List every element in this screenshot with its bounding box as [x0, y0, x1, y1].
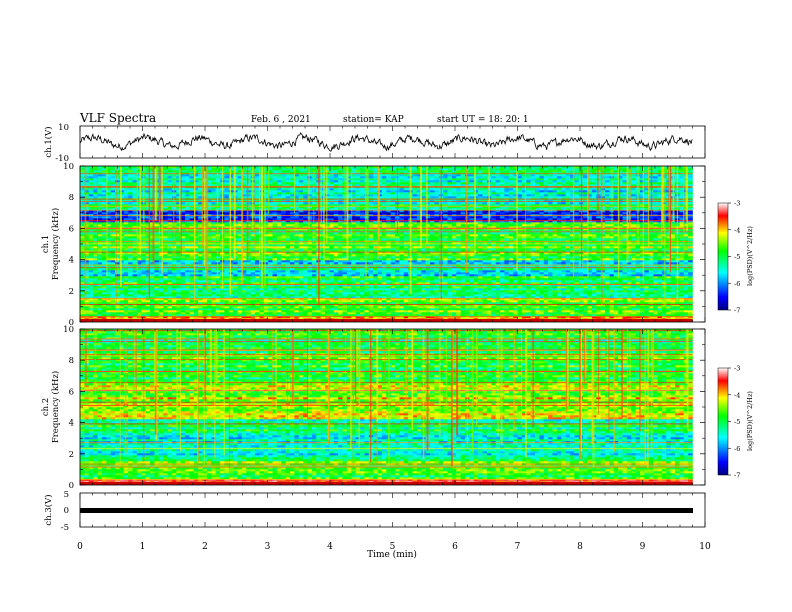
- start-time-label: start UT = 18: 20: 1: [437, 115, 529, 125]
- ch1-cbtick--6: -6: [734, 280, 740, 288]
- ch1-cbtick--5: -5: [734, 253, 740, 261]
- ch1-ylabel: ch.1(V): [43, 126, 54, 157]
- ch2-colorbar-bar: [717, 367, 729, 476]
- ch1-spec-ylabel-line2: Frequency (kHz): [50, 208, 61, 280]
- ch2-cbtick--7: -7: [734, 472, 740, 480]
- x-tick-8: 8: [577, 542, 583, 552]
- ch1-cbtick--7: -7: [734, 307, 740, 315]
- ch2-spec-ylabel-line1: ch.2: [41, 398, 51, 416]
- ch1-cbtick--3: -3: [734, 200, 740, 208]
- ch1-spec-ytick-0: 0: [69, 318, 74, 328]
- ch1-spec-ylabel-line1: ch.1: [41, 235, 51, 253]
- ch1-ytick-minus10: -10: [55, 154, 69, 164]
- ch3-ytick-minus5: -5: [61, 523, 69, 533]
- x-tick-1: 1: [140, 542, 146, 552]
- ch1-spec-ytick-8: 8: [69, 193, 74, 203]
- ch1-spec-ytick-2: 2: [69, 287, 74, 297]
- ch2-spectrogram-image: [80, 329, 693, 485]
- ch2-cbtick--4: -4: [734, 391, 740, 399]
- ch1-waveform-line: [80, 132, 693, 152]
- date-label: Feb. 6 , 2021: [251, 115, 311, 125]
- ch2-cbtick--3: -3: [734, 365, 740, 373]
- ch3-waveform-band: [80, 508, 693, 513]
- ch2-colorbar-label: log(PSD)(V^2/Hz): [746, 391, 754, 451]
- ch2-spec-ytick-4: 4: [69, 419, 74, 429]
- figure-title: VLF Spectra: [79, 111, 156, 125]
- x-axis-label: Time (min): [367, 549, 417, 560]
- ch1-spec-ytick-6: 6: [69, 224, 74, 234]
- ch2-cbtick--5: -5: [734, 418, 740, 426]
- ch2-spec-ytick-6: 6: [69, 387, 74, 397]
- ch1-spectrogram-image: [80, 166, 693, 322]
- x-tick-9: 9: [640, 542, 646, 552]
- ch2-spec-ytick-8: 8: [69, 356, 74, 366]
- x-tick-3: 3: [265, 542, 271, 552]
- ch3-ylabel: ch.3(V): [43, 494, 54, 525]
- x-tick-10: 10: [699, 542, 711, 552]
- x-tick-labels: 0 1 2 3 4 5 6 7 8 9 10: [77, 542, 711, 552]
- ch1-spec-ytick-4: 4: [69, 256, 74, 266]
- x-tick-2: 2: [202, 542, 208, 552]
- ch1-colorbar-label: log(PSD)(V^2/Hz): [746, 226, 754, 286]
- ch3-ytick-0: 0: [64, 506, 69, 516]
- x-tick-marks: [79, 126, 706, 527]
- ch2-spec-ytick-0: 0: [69, 481, 74, 491]
- x-tick-4: 4: [327, 542, 333, 552]
- ch2-spec-ylabel-line2: Frequency (kHz): [50, 371, 61, 443]
- ch1-ytick-10: 10: [58, 123, 69, 133]
- station-label: station= KAP: [343, 115, 404, 125]
- ch1-colorbar: -3 -4 -5 -6 -7 log(PSD)(V^2/Hz): [717, 200, 754, 315]
- ch1-spectrogram-panel: 0 2 4 6 8 10 ch.1 Frequency (kHz): [41, 162, 706, 328]
- ch2-spec-ytick-2: 2: [69, 450, 74, 460]
- ch1-spec-ytick-10: 10: [63, 162, 74, 172]
- ch2-spectrogram-panel: 0 2 4 6 8 10 ch.2 Frequency (kHz): [41, 325, 706, 491]
- ch2-colorbar: -3 -4 -5 -6 -7 log(PSD)(V^2/Hz): [717, 365, 754, 480]
- ch1-cbtick--4: -4: [734, 226, 740, 234]
- ch2-spec-ytick-10: 10: [63, 325, 74, 335]
- ch1-colorbar-bar: [717, 202, 729, 311]
- x-tick-5: 5: [390, 542, 396, 552]
- x-tick-6: 6: [452, 542, 458, 552]
- ch2-cbtick--6: -6: [734, 445, 740, 453]
- x-tick-7: 7: [515, 542, 521, 552]
- x-tick-0: 0: [77, 542, 83, 552]
- ch3-ytick-5: 5: [64, 490, 69, 500]
